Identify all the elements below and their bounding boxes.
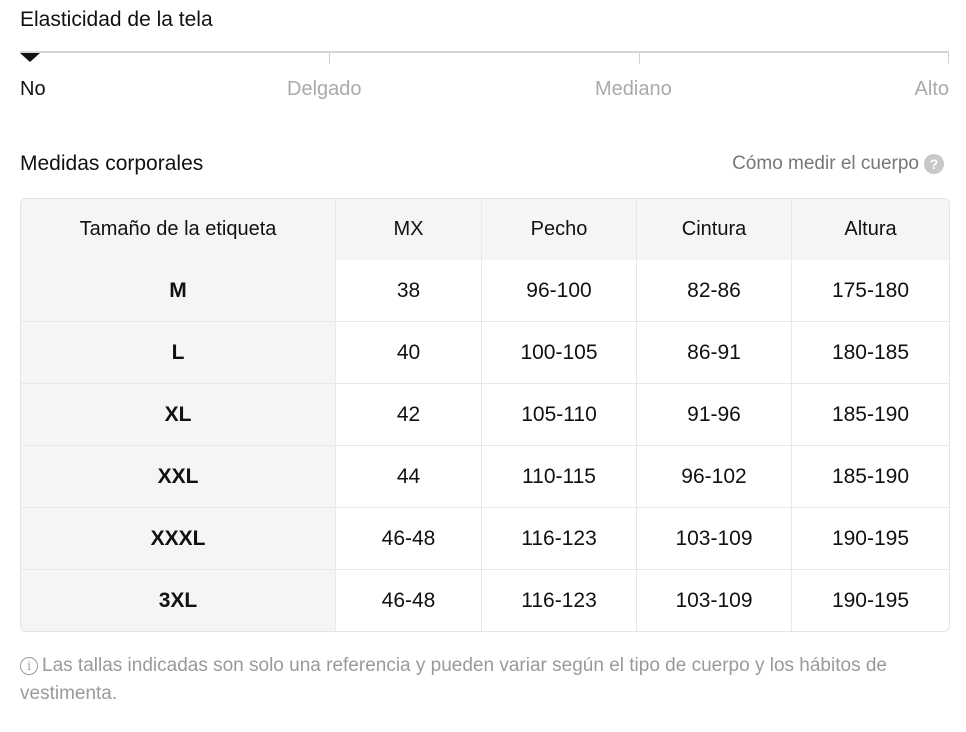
elasticity-title: Elasticidad de la tela bbox=[20, 8, 213, 31]
table-cell: 103-109 bbox=[637, 508, 792, 570]
column-header: MX bbox=[336, 199, 482, 260]
elasticity-scale-track bbox=[20, 51, 949, 53]
size-label-cell: L bbox=[21, 322, 336, 384]
size-table: Tamaño de la etiqueta MX Pecho Cintura Altur… bbox=[20, 198, 950, 632]
table-header-row: Tamaño de la etiqueta MX Pecho Cintura Altur… bbox=[21, 199, 949, 260]
table-cell: 180-185 bbox=[792, 322, 949, 384]
table-cell: 82-86 bbox=[637, 260, 792, 322]
size-label-cell: M bbox=[21, 260, 336, 322]
scale-tick bbox=[639, 53, 640, 64]
table-cell: 46-48 bbox=[336, 508, 482, 570]
disclaimer-text: Las tallas indicadas son solo una refere… bbox=[20, 655, 887, 704]
table-cell: 116-123 bbox=[482, 508, 637, 570]
table-cell: 86-91 bbox=[637, 322, 792, 384]
question-circle-icon: ? bbox=[924, 154, 944, 174]
level-no: No bbox=[20, 78, 46, 100]
table-cell: 175-180 bbox=[792, 260, 949, 322]
table-row: XL 42 105-110 91-96 185-190 bbox=[21, 384, 949, 446]
table-cell: 110-115 bbox=[482, 446, 637, 508]
table-cell: 96-102 bbox=[637, 446, 792, 508]
table-cell: 190-195 bbox=[831, 588, 910, 612]
measures-title: Medidas corporales bbox=[20, 152, 204, 175]
size-label-cell: XL bbox=[21, 384, 336, 446]
level-mediano: Mediano bbox=[595, 78, 672, 100]
size-label-cell: XXXL bbox=[21, 508, 336, 570]
selected-level-pointer-icon bbox=[20, 53, 40, 62]
level-delgado: Delgado bbox=[287, 78, 362, 100]
column-header: Tamaño de la etiqueta bbox=[21, 199, 336, 260]
table-cell: 91-96 bbox=[637, 384, 792, 446]
table-cell: 185-190 bbox=[792, 446, 949, 508]
table-cell: 38 bbox=[336, 260, 482, 322]
table-cell: 190-195 bbox=[792, 508, 949, 570]
how-to-measure-label: Cómo medir el cuerpo bbox=[732, 153, 919, 174]
info-icon: i bbox=[20, 657, 38, 675]
table-cell: 40 bbox=[336, 322, 482, 384]
table-row: 3XL 46-48 116-123 103-109 190-195 bbox=[21, 570, 949, 631]
table-row: L 40 100-105 86-91 180-185 bbox=[21, 322, 949, 384]
table-row: M 38 96-100 82-86 175-180 bbox=[21, 260, 949, 322]
column-header: Cintura bbox=[637, 199, 792, 260]
scale-tick bbox=[948, 53, 949, 64]
table-cell: 44 bbox=[336, 446, 482, 508]
table-cell: 103-109 bbox=[637, 570, 792, 631]
table-cell: 185-190 bbox=[792, 384, 949, 446]
table-cell: 116-123 bbox=[482, 570, 637, 631]
level-alto: Alto bbox=[914, 78, 949, 100]
size-disclaimer: i Las tallas indicadas son solo una refer… bbox=[20, 652, 940, 708]
scale-tick bbox=[329, 53, 330, 64]
column-header: Pecho bbox=[482, 199, 637, 260]
table-row: XXXL 46-48 116-123 103-109 190-195 bbox=[21, 508, 949, 570]
table-cell: 42 bbox=[336, 384, 482, 446]
size-label-cell: XXL bbox=[21, 446, 336, 508]
table-cell: 46-48 bbox=[336, 570, 482, 631]
table-cell: 105-110 bbox=[482, 384, 637, 446]
column-header: Altura bbox=[792, 199, 949, 260]
table-row: XXL 44 110-115 96-102 185-190 bbox=[21, 446, 949, 508]
table-cell: 100-105 bbox=[482, 322, 637, 384]
table-cell: 96-100 bbox=[482, 260, 637, 322]
how-to-measure-link[interactable]: Cómo medir el cuerpo ? bbox=[732, 153, 944, 175]
size-label-cell: 3XL bbox=[21, 570, 336, 631]
